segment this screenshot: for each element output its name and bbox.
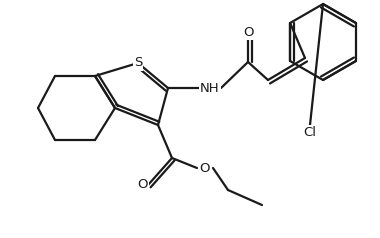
Text: NH: NH [200,81,220,94]
Text: O: O [200,162,210,174]
Text: S: S [134,56,142,69]
Text: O: O [243,25,253,39]
Text: Cl: Cl [304,127,317,139]
Text: O: O [138,178,148,192]
